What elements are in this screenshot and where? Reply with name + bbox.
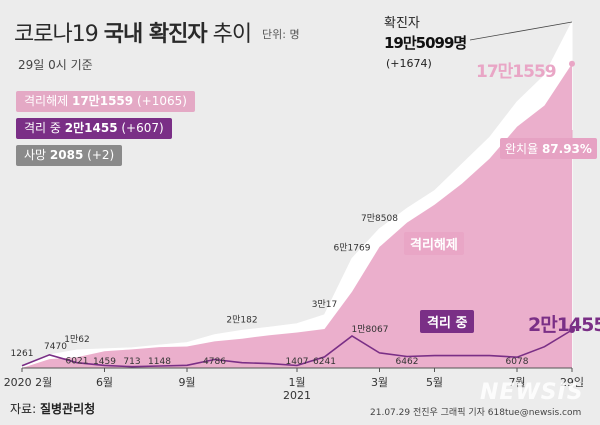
total-title: 확진자 [384, 16, 420, 31]
data-label: 6078 [506, 357, 529, 367]
data-label: 1만8067 [352, 324, 389, 335]
isolation-series-tag: 격리 중 [420, 310, 475, 333]
total-pointer-line [469, 21, 573, 41]
x-tick-label: 9월 [178, 376, 195, 389]
x-tick-label: 6월 [96, 376, 113, 389]
data-label: 1148 [148, 357, 171, 367]
x-tick-label: 5월 [426, 376, 443, 389]
data-label: 1261 [11, 349, 34, 359]
data-label: 1만62 [64, 334, 89, 345]
data-label: 6241 [313, 357, 336, 367]
isolation-end-value: 2만1455 [528, 314, 600, 336]
data-label: 3만17 [312, 299, 337, 310]
released-area [22, 63, 572, 368]
legend-released: 격리해제 17만1559 (+1065) [16, 91, 195, 112]
data-label: 6021 [66, 356, 89, 366]
data-label: 713 [123, 357, 140, 367]
released-end-marker [569, 60, 575, 67]
isolation-line [21, 329, 573, 368]
data-label: 7만8508 [361, 213, 398, 224]
newsis-watermark: NEWSIS [480, 380, 584, 405]
data-label: 1407 [286, 357, 309, 367]
released-end-value: 17만1559 [476, 62, 557, 82]
credit-line: 21.07.29 전진우 그래픽 기자 618tue@newsis.com [370, 408, 582, 418]
legend-deaths: 사망 2085 (+2) [16, 145, 123, 166]
x-tick-label: 1월 [288, 376, 305, 389]
x-tick-label: 2020 2월 [4, 376, 53, 389]
legend-isolation: 격리 중 2만1455 (+607) [16, 118, 172, 139]
source-label: 자료: 질병관리청 [10, 402, 96, 416]
unit-label: 단위: 명 [262, 28, 300, 41]
x-year-label: 2021 [283, 389, 311, 402]
total-value: 19만5099명 [384, 34, 467, 52]
data-label: 2만182 [226, 314, 257, 325]
data-label: 6462 [396, 357, 419, 367]
isolation-end-marker [569, 326, 575, 333]
x-tick-label: 3월 [371, 376, 388, 389]
data-label: 6만1769 [334, 242, 371, 253]
recovery-rate: 완치율 87.93% [500, 138, 597, 159]
total-delta: (+1674) [386, 57, 432, 70]
basis-date: 29일 0시 기준 [18, 58, 93, 72]
released-series-tag: 격리해제 [404, 232, 464, 255]
data-label: 7470 [44, 342, 67, 352]
data-label: 4786 [203, 357, 226, 367]
page-title: 코로나19 국내 확진자 추이 [14, 22, 252, 47]
x-tick-label: 29일 [560, 375, 584, 389]
x-tick-label: 7월 [508, 376, 525, 389]
data-label: 1459 [93, 357, 116, 367]
